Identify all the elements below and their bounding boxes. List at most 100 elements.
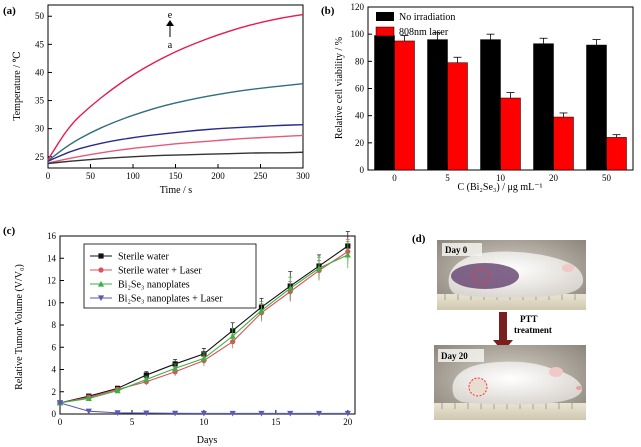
- panel-b-legend-label-laser: 808nm laser: [399, 27, 449, 38]
- panel-a-y-axis-label: Temperature / ℃: [12, 51, 23, 120]
- panel-c-point-2: [287, 285, 294, 291]
- panel-a-y-tick-label: 30: [35, 124, 45, 134]
- panel-d-letter: (d): [412, 233, 426, 245]
- panel-c-point-2: [315, 265, 323, 271]
- panel-c-y-tick-label: 4: [52, 365, 57, 375]
- ptt-label-line-2: treatment: [514, 325, 552, 335]
- panel-a-x-tick-label: 150: [169, 171, 183, 181]
- photo-day-20-label: Day 20: [441, 351, 468, 361]
- panel-a-x-tick-label: 250: [254, 171, 268, 181]
- panel-a-y-tick-label: 25: [35, 152, 45, 162]
- panel-a-x-tick-label: 100: [126, 171, 140, 181]
- panel-a-x-ticks: 0 50 100 150 200 250 300: [46, 164, 310, 181]
- panel-b-y-tick-label: 20: [355, 138, 365, 148]
- panel-c-legend-marker-3: [97, 295, 105, 302]
- panel-b-bar-no-irradiation-5: [427, 39, 448, 171]
- panel-c-point-3: [344, 410, 351, 417]
- panel-b-cell-viability-chart: (b) 0 20 40 60 80 100 120 0 5 10 20 50 C (Bi₂Se₃) …: [321, 2, 634, 193]
- photo-day-0: Day 0: [437, 240, 586, 310]
- ptt-label-line-1: PTT: [520, 314, 538, 324]
- panel-b-x-axis-label: C (Bi₂Se₃) / μg mL⁻¹: [457, 182, 542, 193]
- panel-a-line-a: [47, 151, 304, 165]
- panel-b-y-ticks: 0 20 40 60 80 100 120: [351, 2, 372, 175]
- panel-c-point-3: [172, 410, 179, 417]
- mouse-day-20-ear: [549, 367, 563, 377]
- panel-c-y-tick-label: 6: [52, 342, 57, 352]
- photo-day-0-label: Day 0: [445, 245, 468, 255]
- photo-day-20: Day 20: [434, 345, 586, 420]
- panel-c-legend: Sterile water Sterile water + Laser Bi₂Se₃…: [83, 243, 257, 309]
- panel-c-point-0: [143, 372, 149, 378]
- panel-b-x-tick-label: 10: [496, 173, 506, 183]
- panel-a-x-axis-label: Time / s: [160, 185, 193, 196]
- panel-b-bar-laser-0: [394, 40, 415, 171]
- panel-b-x-tick-label: 50: [602, 173, 612, 183]
- panel-a-annotation-top: e: [168, 10, 173, 21]
- mouse-day-20-tumor-marker: [468, 377, 488, 397]
- panel-b-y-tick-label: 100: [351, 29, 365, 39]
- panel-c-legend-label-3: Bi₂Se₃ nanoplates + Laser: [118, 294, 223, 305]
- panel-c-y-tick-label: 8: [52, 320, 57, 330]
- panel-c-point-3: [200, 410, 208, 417]
- panel-c-point-2: [143, 376, 150, 383]
- panel-c-x-tick-label: 15: [271, 417, 281, 427]
- panel-c-tumor-volume-chart: (c) 0 2 4 6 8 10 12 14 16 0 5 10 15 20 Days Relative…: [3, 225, 356, 446]
- panel-a-letter: (a): [3, 5, 16, 17]
- panel-c-point-3: [85, 408, 92, 415]
- panel-c-series: [56, 231, 351, 417]
- panel-b-bar-no-irradiation-50: [586, 44, 607, 171]
- panel-c-point-2: [258, 307, 265, 314]
- panel-a-line-e: [47, 13, 304, 160]
- panel-c-legend-label-1: Sterile water + Laser: [118, 266, 202, 277]
- panel-a-y-tick-label: 40: [35, 67, 45, 77]
- panel-b-y-axis-label: Relative cell viability / %: [334, 37, 345, 139]
- panel-c-point-2: [85, 395, 92, 402]
- mouse-day-0-ear: [562, 264, 574, 272]
- panel-c-point-3: [287, 410, 294, 417]
- panel-a-y-tick-label: 45: [35, 39, 45, 49]
- panel-c-point-3: [114, 410, 121, 416]
- panel-a-y-tick-label: 50: [35, 11, 45, 21]
- panel-c-legend-label-2: Bi₂Se₃ nanoplates: [118, 280, 190, 291]
- panel-c-point-3: [315, 410, 323, 417]
- panel-b-bar-laser-10: [500, 97, 521, 171]
- panel-b-letter: (b): [321, 5, 335, 17]
- panel-c-point-3: [56, 400, 64, 406]
- panel-c-y-tick-label: 2: [52, 387, 57, 397]
- panel-b-bar-laser-20: [553, 116, 574, 171]
- panel-c-point-2: [229, 333, 236, 339]
- panel-c-point-2: [200, 355, 208, 361]
- panel-c-point-3: [229, 410, 236, 417]
- panel-b-legend: No irradiation 808nm laser: [375, 12, 455, 38]
- mouse-day-0-tumor-marker: [472, 267, 490, 285]
- panel-a-x-tick-label: 50: [86, 171, 96, 181]
- panel-c-y-tick-label: 14: [47, 253, 57, 263]
- panel-c-y-tick-label: 10: [47, 298, 57, 308]
- panel-c-point-3: [258, 410, 265, 417]
- panel-c-point-2: [114, 387, 121, 394]
- panel-b-y-tick-label: 60: [355, 84, 365, 94]
- panel-c-legend-marker-1: [98, 267, 104, 273]
- panel-c-x-tick-label: 10: [199, 417, 209, 427]
- panel-c-x-ticks: 0 5 10 15 20: [58, 410, 353, 427]
- panel-c-y-tick-label: 12: [47, 276, 56, 286]
- panel-c-letter: (c): [3, 225, 16, 237]
- panel-c-x-tick-label: 0: [58, 417, 63, 427]
- panel-b-bar-no-irradiation-10: [480, 39, 501, 171]
- panel-c-point-2: [172, 365, 179, 371]
- panel-c-legend-marker-0: [98, 253, 104, 259]
- panel-a-series: [47, 13, 304, 165]
- panel-a-y-ticks: 25 30 35 40 45 50: [35, 11, 52, 162]
- panel-c-y-tick-label: 0: [52, 409, 57, 419]
- panel-a-x-tick-label: 0: [46, 171, 51, 181]
- panel-c-y-ticks: 0 2 4 6 8 10 12 14 16: [47, 231, 64, 419]
- panel-b-y-tick-label: 120: [351, 2, 365, 12]
- panel-b-legend-label-no-irradiation: No irradiation: [399, 12, 455, 23]
- panel-a-line-d: [47, 82, 304, 162]
- panel-a-y-tick-label: 35: [35, 96, 45, 106]
- panel-a-arrow-head-icon: [166, 20, 174, 26]
- mouse-day-0-shaved-skin: [451, 263, 519, 289]
- panel-c-legend-marker-2: [97, 280, 105, 287]
- photo-day-20-label-bg: [438, 349, 484, 362]
- panel-c-legend-label-0: Sterile water: [118, 252, 169, 263]
